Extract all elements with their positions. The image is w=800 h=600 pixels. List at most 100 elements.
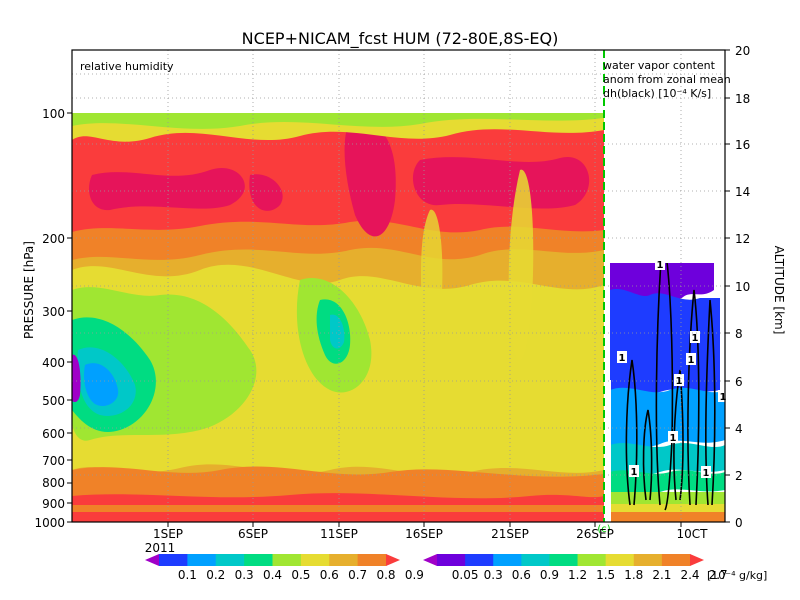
colorbar-swatch — [244, 554, 273, 566]
colorbar-swatch — [633, 554, 663, 566]
colorbar-label: 1.8 — [624, 568, 643, 582]
colorbar-label: 1.5 — [596, 568, 615, 582]
colorbar-swatch — [386, 554, 400, 566]
y-axis-pressure: 100 200 300 400 500 600 700 800 900 1000 — [34, 107, 65, 530]
y-axis-label-left: PRESSURE [hPa] — [22, 241, 36, 339]
colorbar-swatch — [521, 554, 550, 566]
wv-panel — [604, 263, 725, 522]
colorbar-swatch — [605, 554, 635, 566]
colorbar-label: 2.1 — [652, 568, 671, 582]
wv-legend-line1: water vapor content — [603, 59, 716, 72]
svg-text:1: 1 — [703, 468, 710, 479]
wv-legend-line2: anom from zonal mean — [603, 73, 731, 86]
colorbar-label: 0.9 — [405, 568, 424, 582]
y2-tick-label: 16 — [735, 138, 750, 152]
colorbar-label: 1.2 — [568, 568, 587, 582]
colorbar-label: 0.1 — [178, 568, 197, 582]
colorbar-wv: 0.05 0.3 0.6 0.9 1.2 1.5 1.8 2.1 2.4 2.7 — [423, 554, 728, 582]
y2-tick-label: 4 — [735, 422, 743, 436]
y-ticks-right — [725, 49, 730, 523]
colorbar-label: 2.4 — [680, 568, 699, 582]
y-axis-altitude: 0 2 4 6 8 10 12 14 16 18 20 — [735, 44, 750, 530]
x-tick-label: 1SEP — [153, 527, 183, 541]
y-tick-label: 100 — [42, 107, 65, 121]
contour-labels: 1 1 1 1 1 1 1 1 1 — [617, 258, 728, 479]
x-tick-label: 6SEP — [238, 527, 268, 541]
colorbar-label: 0.2 — [206, 568, 225, 582]
rh-heatmap — [72, 113, 604, 522]
chart-title: NCEP+NICAM_fcst HUM (72-80E,8S-EQ) — [242, 29, 559, 49]
y2-tick-label: 10 — [735, 280, 750, 294]
y-tick-label: 1000 — [34, 516, 65, 530]
y-tick-label: 300 — [42, 305, 65, 319]
y-ticks-left — [67, 112, 72, 523]
x-tick-label: 16SEP — [405, 527, 443, 541]
y-tick-label: 400 — [42, 356, 65, 370]
svg-text:1: 1 — [692, 333, 699, 344]
colorbar-swatch — [215, 554, 245, 566]
y2-tick-label: 12 — [735, 232, 750, 246]
marker-label: (c) — [597, 524, 610, 535]
grid — [72, 50, 725, 522]
colorbar-label: 0.6 — [512, 568, 531, 582]
svg-text:1: 1 — [720, 392, 727, 403]
panel-label: relative humidity — [80, 60, 174, 73]
x-year-label: 2011 — [145, 541, 176, 555]
colorbar-swatch — [661, 554, 691, 566]
y-tick-label: 600 — [42, 427, 65, 441]
y-tick-label: 700 — [42, 454, 65, 468]
colorbar-swatch — [465, 554, 494, 566]
y-tick-label: 900 — [42, 497, 65, 511]
x-tick-label: 26SEP — [576, 527, 614, 541]
y-tick-label: 200 — [42, 232, 65, 246]
colorbar-swatch — [272, 554, 302, 566]
colorbar-label: 0.5 — [291, 568, 310, 582]
svg-text:1: 1 — [631, 467, 638, 478]
y2-tick-label: 2 — [735, 469, 743, 483]
svg-text:1: 1 — [670, 433, 677, 444]
colorbar-label: 0.8 — [376, 568, 395, 582]
y-axis-label-right: ALTITUDE [km] — [772, 246, 786, 335]
colorbar-wv-unit: [10⁻⁴ g/kg] — [707, 569, 767, 582]
colorbar-swatch — [493, 554, 522, 566]
colorbar-rh: 0.1 0.2 0.3 0.4 0.5 0.6 0.7 0.8 0.9 — [145, 554, 424, 582]
svg-text:1: 1 — [657, 260, 664, 271]
colorbar-swatch — [300, 554, 330, 566]
colorbar-label: 0.4 — [263, 568, 282, 582]
colorbar-swatch — [690, 554, 704, 566]
colorbar-label: 0.3 — [484, 568, 503, 582]
x-tick-label: 11SEP — [320, 527, 358, 541]
colorbar-swatch — [187, 554, 217, 566]
svg-text:1: 1 — [619, 353, 626, 364]
colorbar-swatch — [549, 554, 579, 566]
y-tick-label: 800 — [42, 476, 65, 490]
y2-tick-label: 20 — [735, 44, 750, 58]
y2-tick-label: 0 — [735, 516, 743, 530]
colorbar-swatch — [423, 554, 437, 566]
x-tick-label: 10CT — [677, 527, 709, 541]
y2-tick-label: 18 — [735, 92, 750, 106]
colorbar-label: 0.6 — [320, 568, 339, 582]
svg-text:1: 1 — [688, 355, 695, 366]
colorbar-label: 2.7 — [709, 568, 728, 582]
y-tick-label: 500 — [42, 394, 65, 408]
colorbar-swatch — [357, 554, 387, 566]
colorbar-label: 0.7 — [348, 568, 367, 582]
x-axis: 1SEP 6SEP 11SEP 16SEP 21SEP 26SEP 10CT 2… — [145, 527, 708, 555]
colorbar-label: 0.05 — [452, 568, 479, 582]
y2-tick-label: 14 — [735, 185, 750, 199]
colorbar-label: 0.9 — [540, 568, 559, 582]
x-tick-label: 21SEP — [491, 527, 529, 541]
y2-tick-label: 6 — [735, 375, 743, 389]
colorbar-swatch — [329, 554, 359, 566]
y2-tick-label: 8 — [735, 327, 743, 341]
svg-text:1: 1 — [676, 376, 683, 387]
colorbar-label: 0.3 — [235, 568, 254, 582]
colorbar-swatch — [577, 554, 607, 566]
colorbar-swatch — [145, 554, 159, 566]
colorbar-swatch — [159, 554, 188, 566]
wv-legend-line3: dh(black) [10⁻⁴ K/s] — [603, 87, 711, 100]
colorbar-swatch — [437, 554, 466, 566]
x-ticks — [167, 522, 682, 527]
